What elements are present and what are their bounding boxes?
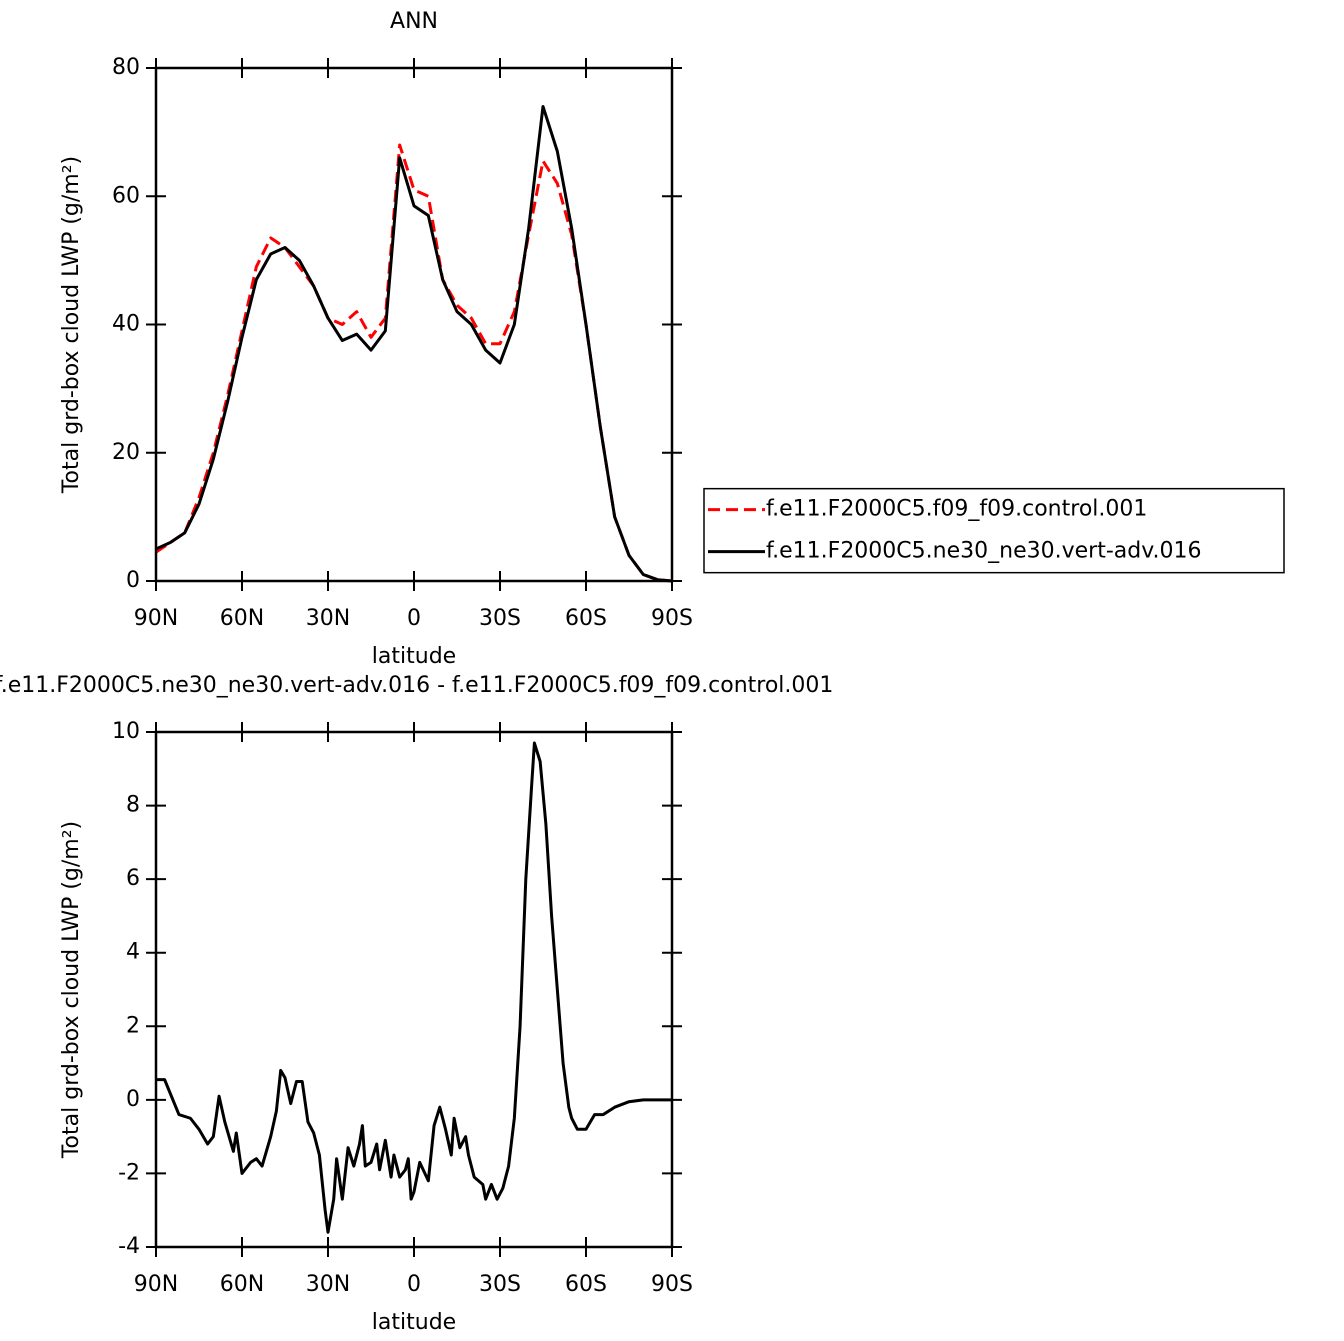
data-line	[155, 104, 673, 583]
chart-title: ANN	[390, 9, 438, 34]
data-line	[155, 143, 673, 583]
x-tick-label: 0	[407, 1272, 421, 1297]
x-tick-label: 30N	[306, 1272, 350, 1297]
x-tick-label: 60S	[565, 1272, 607, 1297]
x-tick-label: 60N	[220, 1272, 264, 1297]
legend-box	[703, 487, 1285, 574]
y-tick-label: 80	[112, 55, 140, 80]
plot-frame	[154, 730, 674, 1249]
y-axis-label: Total grd-box cloud LWP (g/m²)	[59, 821, 84, 1159]
x-tick-label: 30S	[479, 1272, 521, 1297]
y-axis-label: Total grd-box cloud LWP (g/m²)	[59, 156, 84, 494]
y-tick-label: 2	[126, 1013, 140, 1038]
y-tick-label: 4	[126, 940, 140, 965]
legend-label: f.e11.F2000C5.ne30_ne30.vert-adv.016	[766, 539, 1202, 564]
y-tick-label: 10	[112, 719, 140, 744]
x-tick-label: 90N	[134, 606, 178, 631]
x-tick-label: 60S	[565, 606, 607, 631]
y-tick-label: -2	[118, 1160, 140, 1185]
y-tick-label: 40	[112, 312, 140, 337]
x-tick-label: 60N	[220, 606, 264, 631]
y-tick-label: -4	[118, 1234, 140, 1259]
y-tick-label: 6	[126, 866, 140, 891]
x-tick-label: 90S	[651, 606, 693, 631]
y-tick-label: 20	[112, 440, 140, 465]
data-line	[156, 741, 672, 1234]
y-tick-label: 60	[112, 183, 140, 208]
chart-title: f.e11.F2000C5.ne30_ne30.vert-adv.016 - f…	[0, 673, 833, 698]
x-tick-label: 90S	[651, 1272, 693, 1297]
x-tick-label: 90N	[134, 1272, 178, 1297]
y-tick-label: 0	[126, 568, 140, 593]
x-tick-label: 0	[407, 606, 421, 631]
x-tick-label: 30N	[306, 606, 350, 631]
x-tick-label: 30S	[479, 606, 521, 631]
x-axis-label: latitude	[372, 644, 456, 669]
x-axis-label: latitude	[372, 1310, 456, 1335]
y-tick-label: 8	[126, 793, 140, 818]
plot-frame	[154, 66, 674, 583]
legend-label: f.e11.F2000C5.f09_f09.control.001	[766, 497, 1147, 522]
y-tick-label: 0	[126, 1087, 140, 1112]
